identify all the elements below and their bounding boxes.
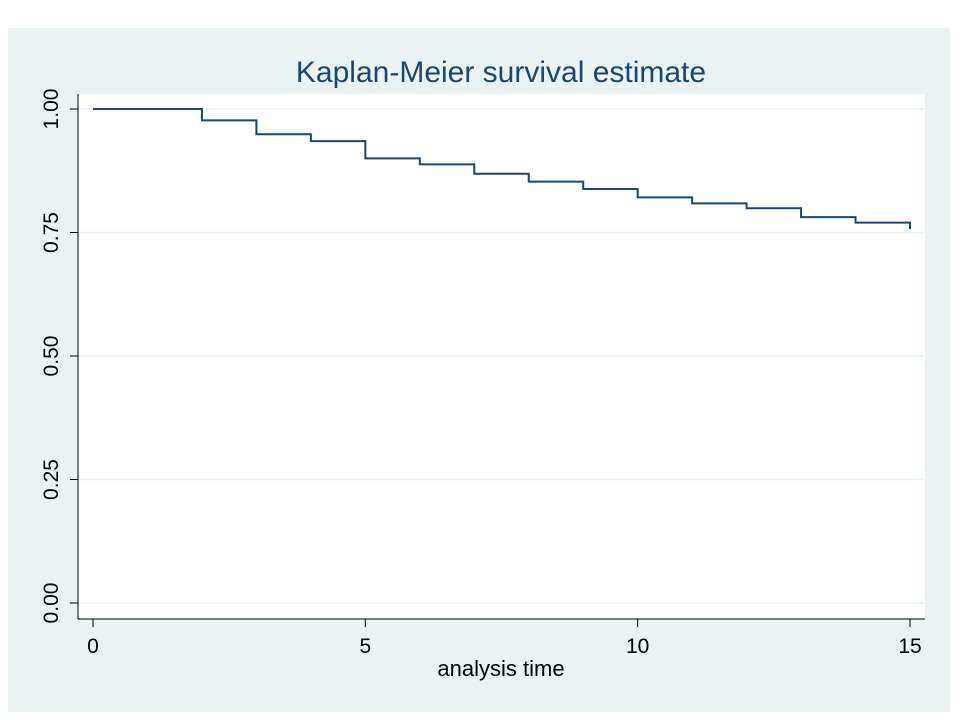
x-tick-label: 0	[87, 635, 99, 658]
y-tick-label: 0.25	[40, 459, 63, 500]
axis-ticks: 0.00 0.25 0.50 0.75 1.00 0 5 10 15	[40, 89, 922, 658]
x-tick-label: 5	[359, 635, 371, 658]
x-tick-label: 15	[898, 635, 921, 658]
survival-curve	[92, 108, 911, 230]
y-tick-label: 1.00	[40, 89, 63, 130]
chart-title: Kaplan-Meier survival estimate	[296, 56, 706, 89]
y-tick-label: 0.75	[40, 212, 63, 253]
x-axis-label: analysis time	[437, 656, 564, 681]
y-tick-label: 0.00	[40, 583, 63, 624]
y-tick-label: 0.50	[40, 336, 63, 377]
x-tick-label: 10	[626, 635, 649, 658]
gridlines	[78, 108, 925, 604]
